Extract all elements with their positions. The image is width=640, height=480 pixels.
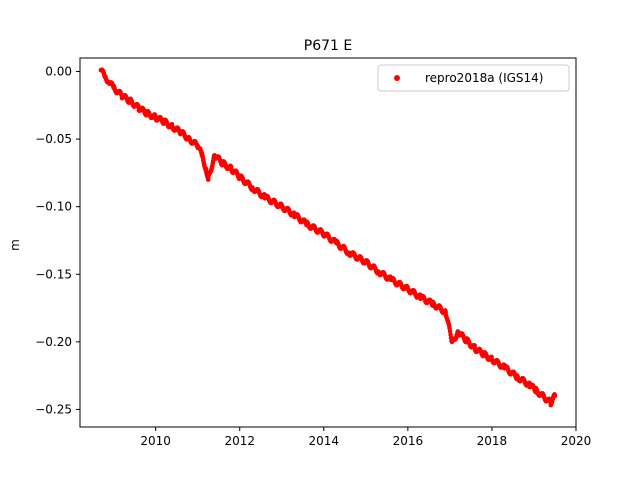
data-point	[405, 286, 411, 292]
data-point	[472, 346, 478, 351]
data-point	[279, 204, 285, 209]
data-point	[489, 357, 495, 362]
data-point	[548, 400, 554, 405]
data-point	[292, 212, 297, 218]
data-point	[111, 85, 116, 91]
data-point	[161, 119, 167, 124]
data-point	[481, 351, 486, 357]
y-tick-label: 0.00	[45, 65, 72, 79]
y-axis: 0.00 −0.05 −0.10 −0.15 −0.20 −0.25	[35, 65, 80, 416]
chart-title: P671 E	[304, 38, 352, 54]
data-point	[346, 250, 352, 255]
data-point	[464, 338, 470, 343]
data-point	[321, 231, 327, 237]
y-axis-label: m	[8, 239, 22, 251]
data-point	[262, 194, 268, 200]
data-point	[449, 339, 455, 345]
y-tick-label: −0.15	[35, 267, 72, 281]
legend-marker	[394, 75, 400, 81]
data-point	[533, 388, 539, 393]
data-point	[220, 161, 226, 166]
data-point	[136, 105, 142, 111]
plot-area	[98, 67, 558, 408]
x-tick-label: 2018	[477, 434, 508, 448]
data-point	[205, 177, 211, 182]
data-point	[203, 166, 209, 172]
data-point	[514, 374, 520, 380]
data-point	[250, 185, 255, 191]
x-tick-label: 2014	[309, 434, 340, 448]
data-point	[527, 382, 533, 388]
x-axis: 2010 2012 2014 2016 2018 2020	[140, 427, 591, 448]
data-point	[178, 130, 184, 135]
data-point	[430, 301, 436, 307]
x-tick-label: 2010	[140, 434, 171, 448]
data-point	[170, 124, 175, 130]
data-point	[128, 98, 133, 104]
data-point	[334, 240, 339, 246]
data-point	[153, 115, 158, 120]
data-point	[199, 153, 205, 158]
data-point	[376, 269, 381, 274]
data-point	[107, 80, 112, 85]
x-tick-label: 2016	[393, 434, 424, 448]
data-point	[212, 153, 217, 158]
legend-box	[377, 64, 570, 92]
data-point	[418, 294, 423, 300]
data-point	[195, 143, 200, 149]
x-tick-label: 2012	[224, 434, 255, 448]
data-point	[304, 221, 310, 227]
data-point	[237, 174, 243, 180]
plot-frame	[79, 57, 577, 428]
data-point	[443, 309, 448, 315]
data-point	[388, 277, 394, 282]
data-point	[102, 74, 108, 80]
y-tick-label: −0.05	[35, 132, 72, 146]
data-point	[363, 259, 369, 265]
y-tick-label: −0.10	[35, 200, 72, 214]
data-point	[502, 365, 507, 370]
data-point	[229, 166, 234, 172]
data-point	[144, 111, 150, 116]
data-point	[186, 136, 192, 142]
data-point	[98, 67, 104, 73]
x-tick-label: 2020	[561, 434, 592, 448]
data-point	[456, 330, 461, 335]
data-point	[552, 393, 558, 399]
y-tick-label: −0.20	[35, 335, 72, 349]
legend: repro2018a (IGS14)	[377, 64, 570, 92]
legend-label: repro2018a (IGS14)	[425, 71, 543, 85]
data-point	[119, 93, 125, 99]
y-tick-label: −0.25	[35, 402, 72, 416]
